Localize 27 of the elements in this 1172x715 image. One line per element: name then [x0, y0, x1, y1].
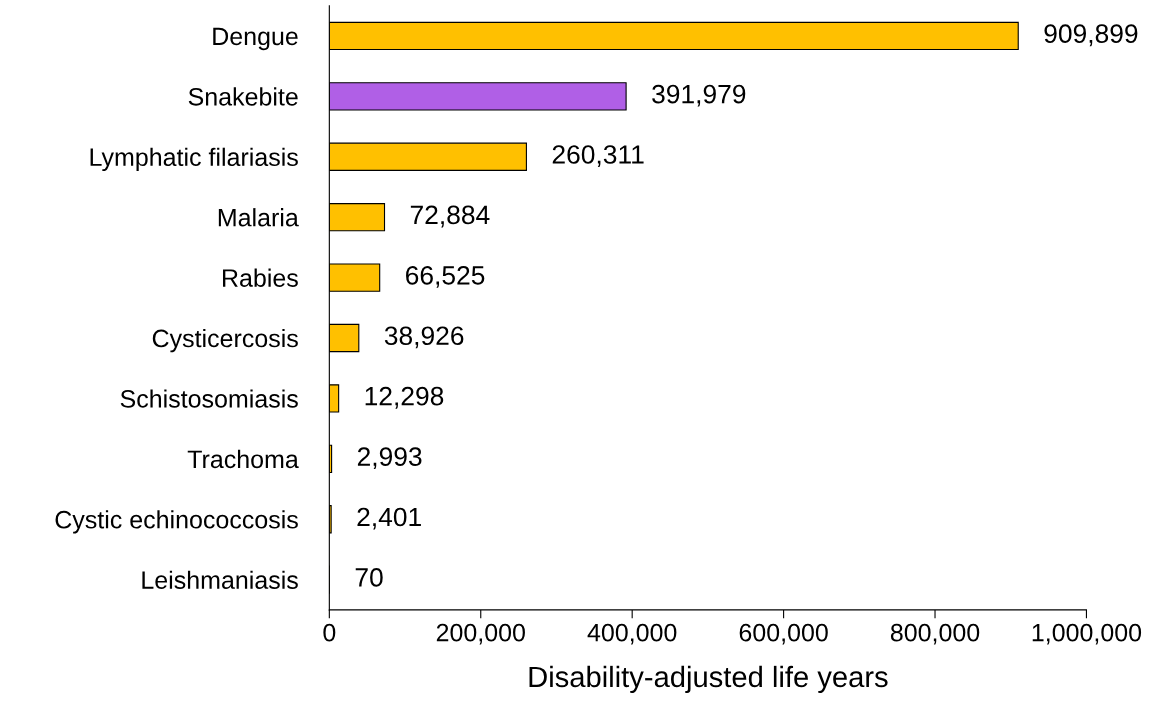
y-tick-label: Lymphatic filariasis [90, 147, 298, 172]
y-tick-label: Snakebite [188, 87, 298, 106]
y-tick-label: Malaria [218, 208, 299, 227]
x-tick-label: 400,000 [587, 623, 677, 645]
y-tick-label: Schistosomiasis [120, 389, 298, 408]
x-tick-label: 600,000 [739, 623, 828, 645]
data-label: 38,926 [384, 326, 464, 349]
data-label: 72,884 [410, 205, 490, 228]
data-label: 260,311 [552, 145, 644, 167]
data-label: 391,979 [652, 84, 746, 107]
y-tick-label: Dengue [213, 27, 298, 51]
y-tick-label: Cystic echinococcosis [55, 510, 298, 534]
y-tick-label: Leishmaniasis [142, 570, 298, 589]
data-label: 2,993 [357, 447, 422, 470]
data-label: 66,525 [406, 266, 485, 288]
data-label: 909,899 [1044, 24, 1138, 47]
data-label: 70 [355, 568, 383, 587]
x-tick-label: 200,000 [436, 623, 525, 645]
x-tick-label: 0 [323, 623, 336, 642]
data-label: 2,401 [357, 507, 421, 530]
y-tick-label: Rabies [223, 268, 298, 287]
x-tick-label: 800,000 [890, 623, 980, 645]
x-tick-label: 1,000,000 [1032, 623, 1142, 645]
x-axis-title: Disability-adjusted life years [529, 665, 888, 694]
y-tick-label: Cysticercosis [152, 328, 298, 353]
data-label: 12,298 [365, 386, 444, 409]
y-tick-label: Trachoma [187, 449, 299, 469]
